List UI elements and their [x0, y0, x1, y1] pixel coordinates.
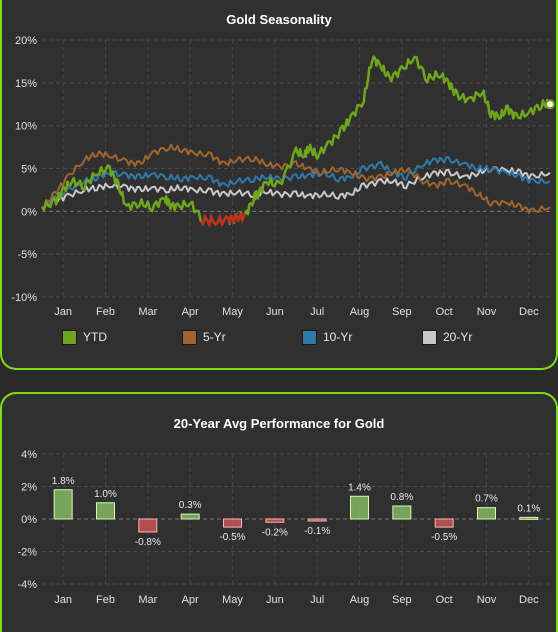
legend-swatch-5yr [182, 329, 197, 345]
y-tick-label: 10% [15, 121, 37, 133]
bar-value-label: 0.7% [475, 494, 498, 505]
bar-y-tick-label: 0% [21, 514, 37, 526]
legend-item-ytd[interactable]: YTD [62, 328, 182, 346]
x-tick-label: Jan [54, 306, 72, 318]
bar-x-tick-label: Jul [310, 594, 324, 606]
bar-value-label: 1.8% [52, 476, 75, 487]
bar-x-tick-label: May [222, 594, 243, 606]
bar-value-label: 0.1% [517, 503, 540, 514]
series-line-ytd-negative [199, 211, 247, 228]
bar-feb [96, 502, 115, 520]
performance-chart: -4% -2% 0% 2% 4% 1.8% Jan 1.0% Feb -0.8% Mar 0.3% Ap… [17, 449, 550, 606]
ytd-endpoint-marker [545, 99, 555, 110]
performance-title: 20-Year Avg Performance for Gold [173, 416, 385, 431]
bar-y-tick-label: -2% [17, 547, 37, 559]
seasonality-legend: YTD 5-Yr 10-Yr 20-Yr [62, 328, 542, 346]
legend-item-5yr[interactable]: 5-Yr [182, 328, 302, 346]
bar-jan [53, 489, 73, 520]
bar-aug [350, 495, 369, 520]
seasonality-panel: Gold Seasonality -10% -5% 0% 5% 10% 15% 20% Jan… [0, 0, 558, 370]
bar-jun [265, 518, 285, 523]
bar-x-tick-label: Sep [392, 594, 412, 606]
x-tick-label: Apr [182, 306, 199, 318]
legend-label-ytd: YTD [83, 330, 107, 344]
bar-y-tick-label: 2% [21, 482, 37, 494]
legend-swatch-20yr [422, 329, 437, 345]
legend-swatch-ytd [62, 329, 77, 345]
x-tick-label: May [222, 306, 243, 318]
x-tick-label: Oct [436, 306, 453, 318]
x-tick-label: Jul [310, 306, 324, 318]
series-line-10-yr [41, 156, 551, 210]
legend-item-20yr[interactable]: 20-Yr [422, 328, 542, 346]
y-tick-label: 5% [21, 164, 37, 176]
bar-x-tick-label: Jan [54, 594, 72, 606]
bar-value-label: -0.5% [431, 532, 457, 543]
bar-y-tick-label: 4% [21, 449, 37, 461]
bar-value-label: 1.0% [94, 489, 117, 500]
bar-value-label: -0.2% [262, 527, 288, 538]
bar-value-label: -0.5% [219, 532, 245, 543]
y-tick-label: -5% [17, 249, 37, 261]
bar-value-label: 1.4% [348, 482, 371, 493]
bar-mar [138, 518, 158, 533]
bar-x-tick-label: Mar [138, 594, 157, 606]
bar-x-tick-label: Jun [266, 594, 284, 606]
bar-y-tick-label: -4% [17, 579, 37, 591]
series-line-ytd [41, 55, 552, 226]
bar-may [223, 518, 242, 528]
x-tick-label: Aug [350, 306, 370, 318]
seasonality-title: Gold Seasonality [226, 12, 332, 27]
bar-oct [434, 518, 454, 528]
y-tick-label: 20% [15, 35, 37, 47]
x-tick-label: Nov [477, 306, 497, 318]
bar-value-label: -0.8% [135, 537, 161, 548]
legend-label-5yr: 5-Yr [203, 330, 226, 344]
y-tick-label: 0% [21, 206, 37, 218]
y-tick-label: -10% [11, 292, 37, 304]
bar-value-label: 0.3% [179, 500, 202, 511]
legend-label-10yr: 10-Yr [323, 330, 353, 344]
x-tick-label: Dec [519, 306, 539, 318]
bar-x-tick-label: Oct [436, 594, 453, 606]
bar-jul [307, 518, 327, 522]
bar-value-label: 0.8% [390, 492, 413, 503]
x-tick-label: Jun [266, 306, 284, 318]
legend-swatch-10yr [302, 329, 317, 345]
series-line-20-yr [41, 166, 551, 210]
bar-x-tick-label: Nov [477, 594, 497, 606]
x-tick-label: Mar [138, 306, 157, 318]
bar-x-tick-label: Feb [96, 594, 115, 606]
bar-x-tick-label: Dec [519, 594, 539, 606]
seasonality-chart: -10% -5% 0% 5% 10% 15% 20% Jan Feb Mar Apr May Jun Ju… [11, 35, 555, 318]
bar-dec [519, 516, 539, 520]
performance-panel: 20-Year Avg Performance for Gold -4% -2% 0… [0, 392, 558, 632]
bar-sep [392, 505, 412, 520]
legend-item-10yr[interactable]: 10-Yr [302, 328, 422, 346]
bar-x-tick-label: Aug [350, 594, 370, 606]
bar-value-label: -0.1% [304, 526, 330, 537]
bar-apr [180, 513, 200, 520]
bar-x-tick-label: Apr [182, 594, 199, 606]
x-tick-label: Feb [96, 306, 115, 318]
series-line-5-yr [41, 143, 551, 214]
x-tick-label: Sep [392, 306, 412, 318]
legend-label-20yr: 20-Yr [443, 330, 473, 344]
y-tick-label: 15% [15, 78, 37, 90]
bar-nov [477, 507, 496, 520]
